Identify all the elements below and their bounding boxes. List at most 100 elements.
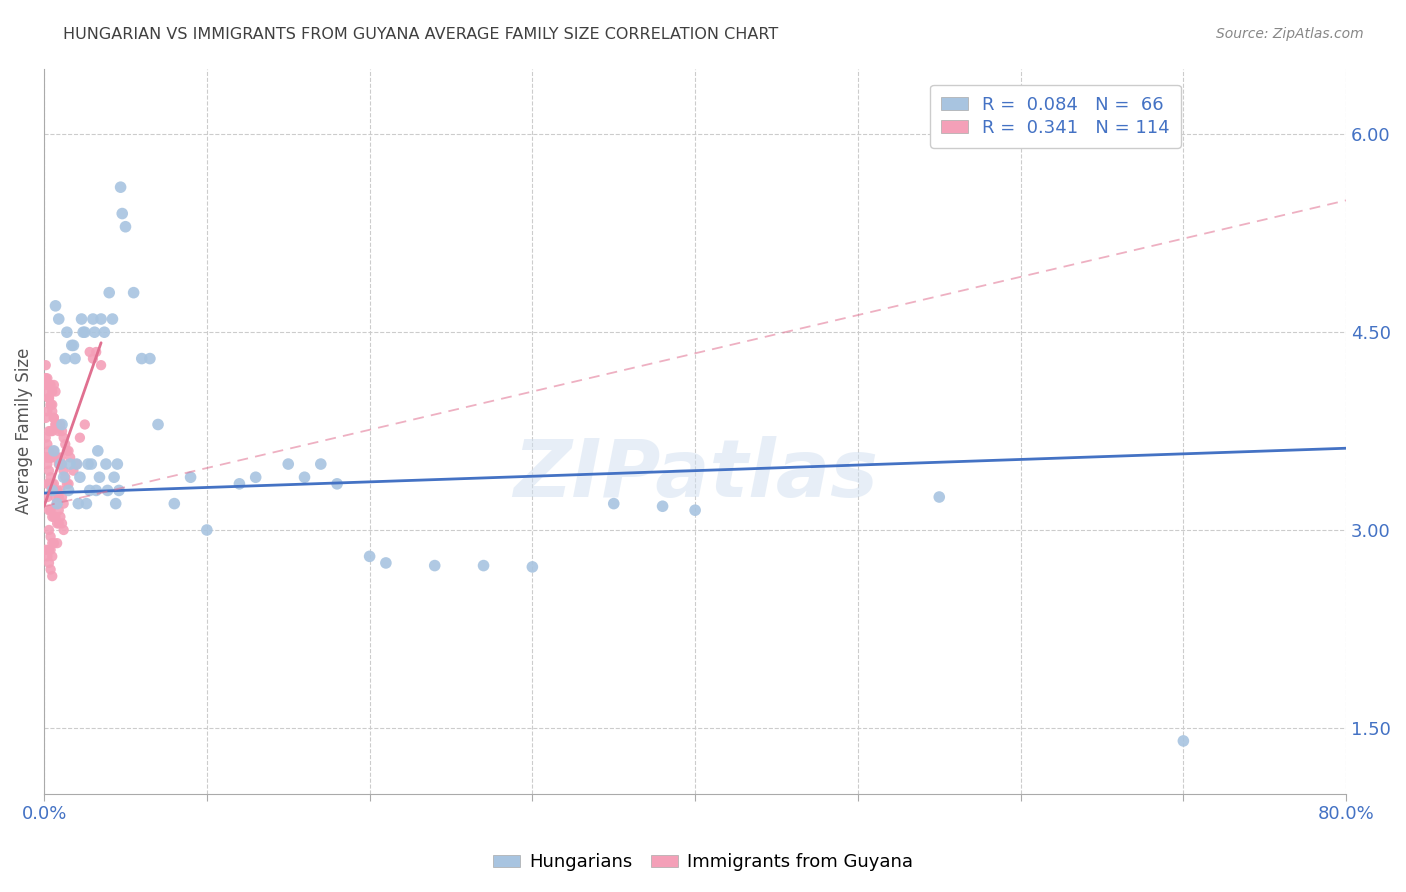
Point	[38, 476, 60, 491]
Point	[37, 437, 59, 451]
Y-axis label: Average Family Size: Average Family Size	[15, 348, 32, 515]
Point	[66, 457, 89, 471]
Point	[38, 424, 60, 438]
Point	[35, 371, 58, 385]
Point	[37, 450, 59, 465]
Point	[51, 516, 73, 531]
Point	[52, 523, 75, 537]
Point	[94, 457, 117, 471]
Text: Source: ZipAtlas.com: Source: ZipAtlas.com	[1216, 27, 1364, 41]
Point	[70, 312, 93, 326]
Point	[38, 542, 60, 557]
Point	[42, 411, 65, 425]
Point	[82, 312, 104, 326]
Point	[42, 378, 65, 392]
Point	[37, 457, 59, 471]
Point	[56, 443, 79, 458]
Point	[49, 509, 72, 524]
Point	[44, 490, 66, 504]
Point	[35, 542, 58, 557]
Point	[49, 457, 72, 471]
Point	[62, 338, 84, 352]
Point	[98, 285, 121, 300]
Point	[103, 470, 125, 484]
Point	[46, 450, 69, 465]
Point	[46, 417, 69, 432]
Point	[39, 562, 62, 576]
Point	[41, 536, 63, 550]
Point	[41, 424, 63, 438]
Point	[38, 443, 60, 458]
Point	[472, 558, 495, 573]
Point	[77, 457, 100, 471]
Point	[87, 443, 110, 458]
Point	[62, 464, 84, 478]
Point	[114, 219, 136, 234]
Point	[52, 497, 75, 511]
Point	[83, 325, 105, 339]
Point	[48, 516, 70, 531]
Point	[1173, 734, 1195, 748]
Point	[37, 549, 59, 564]
Point	[651, 500, 673, 514]
Point	[79, 483, 101, 498]
Point	[195, 523, 218, 537]
Point	[522, 560, 544, 574]
Point	[37, 490, 59, 504]
Point	[108, 483, 131, 498]
Point	[35, 371, 58, 385]
Point	[93, 325, 115, 339]
Point	[374, 556, 396, 570]
Point	[41, 483, 63, 498]
Point	[228, 476, 250, 491]
Point	[42, 411, 65, 425]
Point	[39, 398, 62, 412]
Point	[69, 431, 91, 445]
Point	[39, 542, 62, 557]
Point	[603, 497, 626, 511]
Point	[69, 470, 91, 484]
Point	[52, 464, 75, 478]
Point	[42, 483, 65, 498]
Text: HUNGARIAN VS IMMIGRANTS FROM GUYANA AVERAGE FAMILY SIZE CORRELATION CHART: HUNGARIAN VS IMMIGRANTS FROM GUYANA AVER…	[63, 27, 779, 42]
Point	[139, 351, 162, 366]
Point	[37, 404, 59, 418]
Point	[41, 476, 63, 491]
Point	[75, 497, 97, 511]
Point	[38, 523, 60, 537]
Point	[51, 457, 73, 471]
Point	[37, 378, 59, 392]
Point	[49, 483, 72, 498]
Point	[73, 417, 96, 432]
Point	[48, 503, 70, 517]
Point	[63, 351, 86, 366]
Point	[35, 450, 58, 465]
Point	[105, 457, 128, 471]
Point	[82, 351, 104, 366]
Point	[51, 417, 73, 432]
Point	[41, 483, 63, 498]
Point	[35, 358, 58, 372]
Point	[245, 470, 267, 484]
Point	[67, 497, 90, 511]
Point	[683, 503, 706, 517]
Point	[44, 450, 66, 465]
Point	[48, 457, 70, 471]
Point	[44, 417, 66, 432]
Point	[56, 476, 79, 491]
Point	[122, 285, 145, 300]
Point	[49, 417, 72, 432]
Point	[359, 549, 381, 564]
Point	[42, 509, 65, 524]
Point	[38, 464, 60, 478]
Point	[39, 530, 62, 544]
Point	[60, 338, 83, 352]
Point	[180, 470, 202, 484]
Point	[49, 450, 72, 465]
Point	[38, 450, 60, 465]
Point	[44, 417, 66, 432]
Point	[101, 312, 124, 326]
Point	[39, 476, 62, 491]
Point	[38, 378, 60, 392]
Point	[72, 325, 94, 339]
